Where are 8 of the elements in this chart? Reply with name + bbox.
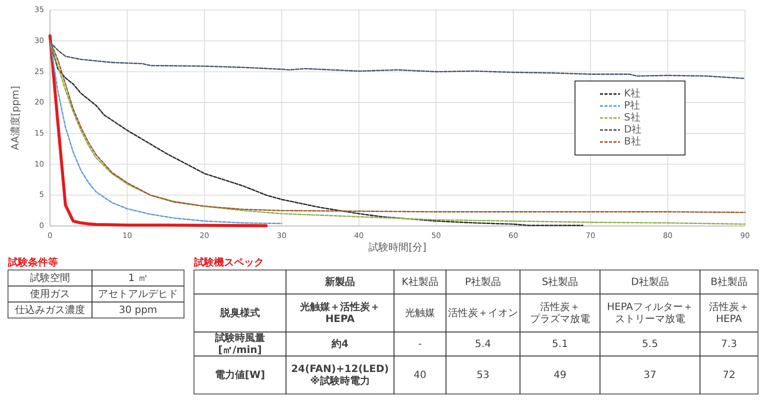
- legend-label: D社: [624, 124, 642, 136]
- tables: 試験条件等 試験空間 1 ㎥ 使用ガス アセトアルデヒド 仕込みガス濃度 30 ppm 試験機スペック 新製品 K社製品 P社製品 S社製品 D社製品 B社製品 脱臭様式 光触媒＋活性炭＋HEPA 光触媒 活性炭＋イオン 活性炭＋プラズマ放電 HEPAフィルター＋ストリーマ放電 活性炭＋HEPA 試験時風量[㎥/min] 約4 - 5.4 5.1 5.5 7.3 電力値[W] 24(FAN)+12(LED) ※試験時電力 40 53 49 37 72: [8, 258, 758, 394]
- legend-label: B社: [624, 136, 641, 148]
- legend-label: P社: [624, 100, 640, 112]
- legend-label: K社: [624, 88, 641, 100]
- y-axis-title: AA濃度[ppm]: [10, 86, 22, 150]
- x-axis-title: 試験時間[分]: [368, 242, 426, 254]
- legend-label: S社: [624, 112, 640, 124]
